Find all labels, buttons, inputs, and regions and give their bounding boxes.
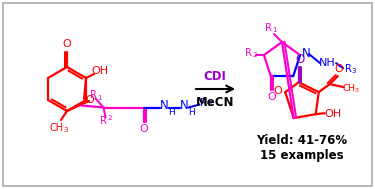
Text: 3: 3 (207, 101, 212, 108)
Text: MeCN: MeCN (196, 95, 234, 108)
Text: 3: 3 (64, 127, 68, 133)
Text: N: N (180, 99, 189, 112)
Text: O: O (274, 86, 283, 96)
Text: H: H (168, 108, 175, 117)
Text: 1: 1 (272, 27, 276, 33)
Text: R: R (345, 64, 351, 74)
Text: OH: OH (92, 66, 109, 76)
Text: O: O (63, 39, 71, 49)
Text: O: O (267, 92, 276, 102)
Text: O: O (139, 123, 148, 133)
Text: 3: 3 (352, 68, 356, 74)
Text: N: N (160, 99, 169, 112)
Text: 2: 2 (107, 115, 112, 122)
Text: O: O (334, 64, 343, 74)
Text: R: R (100, 115, 107, 125)
Text: R: R (265, 23, 272, 33)
Text: R: R (200, 98, 207, 108)
Text: R: R (246, 48, 252, 58)
Text: Yield: 41-76%: Yield: 41-76% (256, 135, 348, 147)
Text: CDI: CDI (204, 70, 226, 83)
Text: NH: NH (319, 58, 336, 68)
Text: CH: CH (50, 123, 64, 133)
Text: 2: 2 (253, 52, 257, 58)
Text: O: O (295, 53, 304, 66)
Text: 1: 1 (97, 94, 102, 101)
Text: OH: OH (324, 109, 341, 119)
Text: CH: CH (342, 84, 355, 93)
Text: 3: 3 (355, 88, 359, 93)
Text: H: H (188, 108, 195, 117)
Text: O: O (86, 95, 94, 105)
Text: N: N (302, 47, 310, 60)
Text: 15 examples: 15 examples (260, 149, 344, 161)
Text: R: R (90, 91, 97, 101)
